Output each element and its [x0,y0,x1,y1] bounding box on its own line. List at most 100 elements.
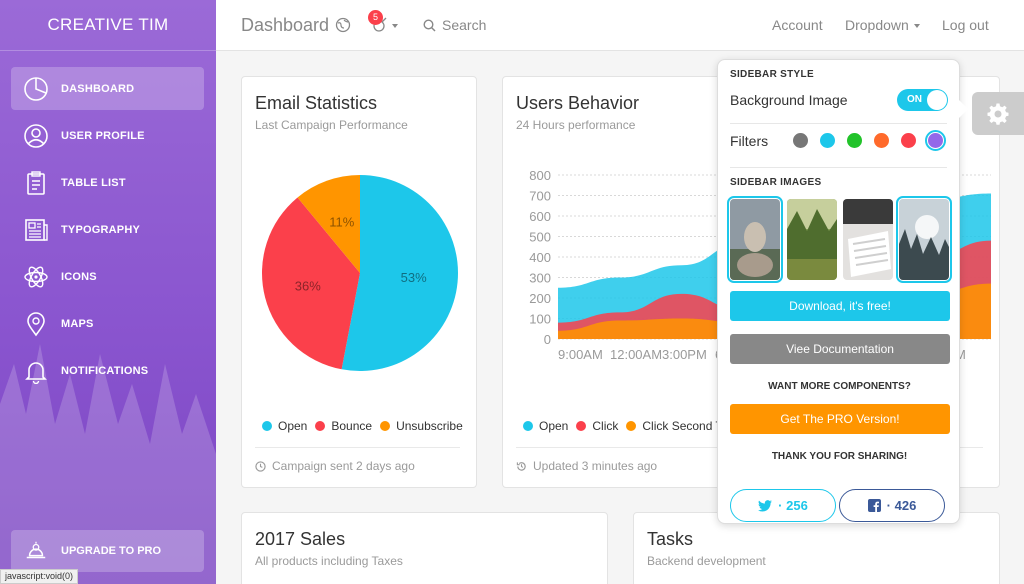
bell-icon [22,357,50,385]
filter-purple[interactable] [925,130,946,151]
toggle-label: ON [907,94,922,105]
y-tick-label: 600 [529,209,551,224]
sidebar-image-2[interactable] [787,199,837,280]
sidebar-item-table-list[interactable]: TABLE LIST [11,161,204,204]
card-title: Tasks [647,529,694,549]
twitter-icon [758,499,773,511]
search-icon [423,18,436,32]
dropdown-menu[interactable]: Dropdown [845,17,920,33]
page-title[interactable]: Dashboard [241,15,330,35]
notification-badge: 5 [368,10,383,25]
user-circle-icon [22,122,50,150]
sidebar-item-typography[interactable]: TYPOGRAPHY [11,208,204,251]
facebook-count: · 426 [886,498,917,513]
card-title: 2017 Sales [255,529,346,549]
sidebar-image-1[interactable] [727,196,783,283]
y-tick-label: 700 [529,189,551,204]
y-tick-label: 300 [529,271,551,286]
map-pin-icon [22,310,50,338]
legend-item-bounce: Bounce [315,419,372,433]
sidebar-item-user-profile[interactable]: USER PROFILE [11,114,204,157]
card-footer: Campaign sent 2 days ago [255,447,460,473]
pie-slice-bounce [262,197,360,370]
legend-label: Open [278,419,308,433]
x-tick-label: 9:00AM [558,347,603,362]
caret-down-icon [913,24,920,29]
divider [730,123,947,124]
y-tick-label: 400 [529,250,551,265]
x-tick-label: 12:00AM [610,347,662,362]
facebook-share-button[interactable]: · 426 [839,489,945,522]
sales-card: 2017 Sales All products including Taxes [241,512,608,584]
twitter-share-button[interactable]: · 256 [730,489,836,522]
x-tick-label: 3:00PM [662,347,707,362]
card-subtitle: 24 Hours performance [516,118,636,132]
tasks-card: Tasks Backend development [633,512,1000,584]
legend-item-open: Open [523,419,568,433]
card-subtitle: All products including Taxes [255,554,403,568]
forest-background-image [0,344,216,584]
upgrade-to-pro-button[interactable]: UPGRADE TO PRO [11,530,204,572]
thank-you-heading: THANK YOU FOR SHARING! [771,451,908,462]
email-statistics-card: Email Statistics Last Campaign Performan… [241,76,477,488]
sidebar-item-icons[interactable]: ICONS [11,255,204,298]
settings-toggle-button[interactable] [972,92,1024,135]
pie-slice-unsubscribe [297,175,360,273]
get-pro-version-button[interactable]: Get The PRO Version! [730,404,950,434]
sidebar-item-label: TYPOGRAPHY [61,223,141,236]
dropdown-arrow [959,100,968,118]
background-image-toggle[interactable]: ON [897,89,948,111]
sidebar-item-maps[interactable]: MAPS [11,302,204,345]
legend-label: Click Second Time [642,419,742,433]
notifications-dropdown[interactable]: 5 [368,10,398,38]
logout-link[interactable]: Log out [942,17,989,33]
card-subtitle: Backend development [647,554,766,568]
filter-blue[interactable] [820,133,835,148]
sidebar-item-notifications[interactable]: NOTIFICATIONS [11,349,204,392]
filter-gray[interactable] [793,133,808,148]
history-icon [516,461,526,471]
pie-slice-label: 36% [295,278,321,293]
y-tick-label: 500 [529,230,551,245]
account-link[interactable]: Account [772,17,823,33]
sidebar-image-3[interactable] [843,199,893,280]
sidebar: CREATIVE TIM DASHBOARD USER PROFILE TABL… [0,0,216,584]
pie-slice-open [341,175,459,371]
filter-orange[interactable] [874,133,889,148]
download-button[interactable]: Download, it's free! [730,291,950,321]
legend-label: Click [592,419,619,433]
documentation-button[interactable]: Viee Documentation [730,334,950,364]
footer-text: Campaign sent 2 days ago [272,459,415,473]
globe-icon[interactable] [335,17,351,38]
clipboard-icon [22,169,50,197]
sidebar-image-4[interactable] [896,196,952,283]
chart-pie-icon [22,75,50,103]
legend-label: Unsubscribe [396,419,463,433]
upgrade-label: UPGRADE TO PRO [61,545,162,557]
x-tick-label: M [955,347,966,362]
search-link[interactable]: Search [423,17,486,33]
email-pie-chart: 53% 36% 11% [262,175,459,371]
legend-item-click-second-time: Click Second Time [626,419,742,433]
facebook-icon [867,499,881,512]
legend-item-click: Click [576,419,618,433]
filter-green[interactable] [847,133,862,148]
y-tick-label: 100 [529,312,551,327]
rocket-icon [22,537,50,565]
sidebar-images-heading: SIDEBAR IMAGES [730,177,822,188]
sidebar-item-dashboard[interactable]: DASHBOARD [11,67,204,110]
sidebar-item-label: NOTIFICATIONS [61,364,149,377]
sidebar-item-label: MAPS [61,317,94,330]
toggle-knob [927,90,947,110]
settings-dropdown: SIDEBAR STYLE Background Image ON Filter… [717,59,968,524]
area-legend: Open Click Click Second Time [523,419,750,433]
brand-logo[interactable]: CREATIVE TIM [0,0,216,51]
caret-down-icon [392,24,398,28]
pie-legend: Open Bounce Unsubscribe [262,419,471,433]
legend-label: Bounce [331,419,373,433]
browser-status-bar: javascript:void(0) [0,569,79,584]
filter-red[interactable] [901,133,916,148]
card-subtitle: Last Campaign Performance [255,118,408,132]
sidebar-item-label: ICONS [61,270,97,283]
filters-label: Filters [730,133,769,149]
